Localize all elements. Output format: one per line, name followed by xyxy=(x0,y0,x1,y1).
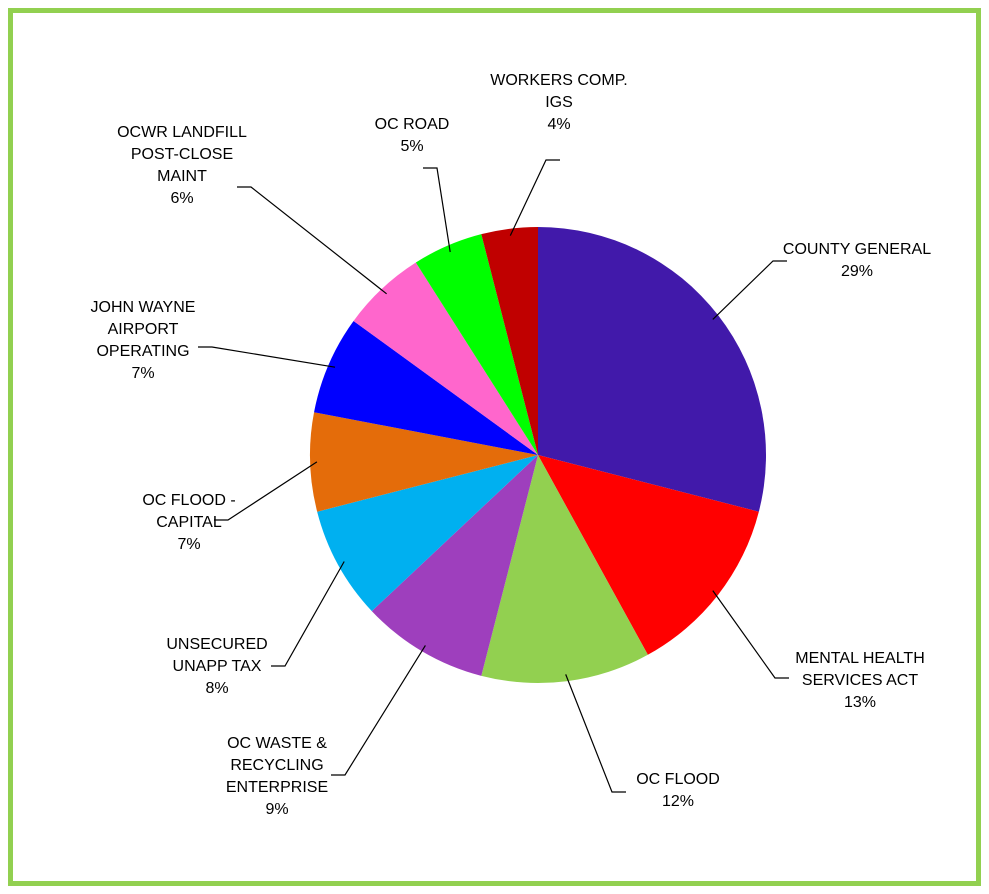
slice-name-label: OC FLOOD - xyxy=(142,492,235,509)
leader-line xyxy=(237,186,387,295)
leader-line xyxy=(271,561,345,667)
slice-labels: COUNTY GENERAL 29% MENTAL HEALTH SERVICES A… xyxy=(91,72,932,818)
pie-slice xyxy=(317,455,538,612)
slice-percent-label: 7% xyxy=(177,536,200,553)
slice-name-label: UNAPP TAX xyxy=(173,658,262,675)
slice-percent-label: 8% xyxy=(205,680,228,697)
slice-percent-label: 7% xyxy=(131,365,154,382)
leader-line xyxy=(331,645,426,776)
slice-percent-label: 12% xyxy=(662,793,694,810)
pie-slice xyxy=(310,412,538,512)
pie-slice xyxy=(415,234,538,455)
leader-lines xyxy=(198,159,789,793)
leader-line xyxy=(712,590,789,679)
slice-percent-label: 29% xyxy=(841,263,873,280)
slice-label: MENTAL HEALTH SERVICES ACT 13% xyxy=(795,650,925,711)
leader-line xyxy=(423,167,451,253)
slice-name-label: MAINT xyxy=(157,168,207,185)
slice-name-label: COUNTY GENERAL xyxy=(783,241,931,258)
slice-name-label: UNSECURED xyxy=(166,636,267,653)
pie-slice xyxy=(314,320,538,455)
slice-label: OC FLOOD 12% xyxy=(636,771,720,810)
slice-label: UNSECURED UNAPP TAX 8% xyxy=(166,636,267,697)
slice-name-label: OC FLOOD xyxy=(636,771,720,788)
slice-name-label: POST-CLOSE xyxy=(131,146,233,163)
slice-label: WORKERS COMP. IGS 4% xyxy=(490,72,628,133)
slice-name-label: SERVICES ACT xyxy=(802,672,918,689)
slice-name-label: ENTERPRISE xyxy=(226,779,328,796)
slice-name-label: OC ROAD xyxy=(375,116,450,133)
pie-slices xyxy=(310,227,767,684)
slice-name-label: WORKERS COMP. xyxy=(490,72,628,89)
slice-name-label: AIRPORT xyxy=(108,321,179,338)
slice-name-label: JOHN WAYNE xyxy=(91,299,196,316)
pie-slice xyxy=(353,262,538,455)
slice-label: OC ROAD 5% xyxy=(375,116,450,155)
pie-slice xyxy=(538,455,759,655)
leader-line xyxy=(214,461,318,521)
leader-line xyxy=(198,346,336,368)
pie-slice xyxy=(481,455,648,684)
slice-percent-label: 13% xyxy=(844,694,876,711)
pie-slice xyxy=(481,227,538,455)
slice-name-label: MENTAL HEALTH xyxy=(795,650,925,667)
slice-label: OCWR LANDFILL POST-CLOSE MAINT 6% xyxy=(117,124,247,207)
pie-slice xyxy=(371,455,538,676)
leader-line xyxy=(565,674,626,793)
pie-slice xyxy=(538,227,767,512)
slice-name-label: OPERATING xyxy=(96,343,189,360)
slice-percent-label: 4% xyxy=(547,116,570,133)
leader-line xyxy=(509,159,560,236)
slice-percent-label: 6% xyxy=(170,190,193,207)
slice-name-label: IGS xyxy=(545,94,573,111)
leader-line xyxy=(712,260,787,320)
slice-label: OC WASTE & RECYCLING ENTERPRISE 9% xyxy=(226,735,328,818)
slice-name-label: OCWR LANDFILL xyxy=(117,124,247,141)
slice-name-label: RECYCLING xyxy=(230,757,323,774)
slice-percent-label: 5% xyxy=(400,138,423,155)
slice-label: OC FLOOD - CAPITAL 7% xyxy=(142,492,235,553)
slice-label: COUNTY GENERAL 29% xyxy=(783,241,931,280)
slice-label: JOHN WAYNE AIRPORT OPERATING 7% xyxy=(91,299,196,382)
slice-name-label: OC WASTE & xyxy=(227,735,327,752)
slice-name-label: CAPITAL xyxy=(156,514,222,531)
slice-percent-label: 9% xyxy=(265,801,288,818)
